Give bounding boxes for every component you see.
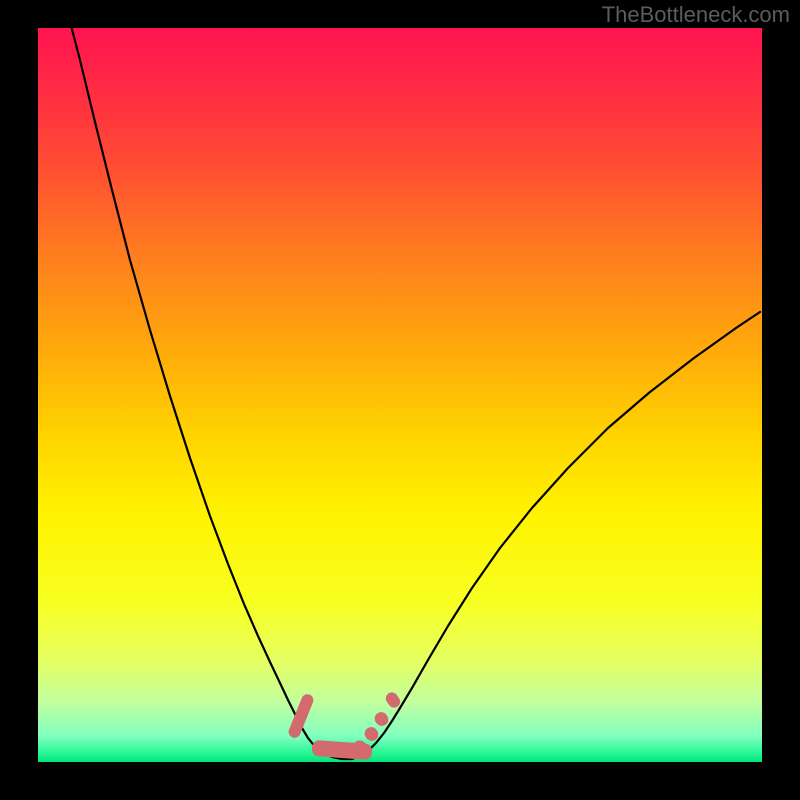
watermark-text: TheBottleneck.com [602,2,790,28]
chart-stage: TheBottleneck.com [0,0,800,800]
bottleneck-curve [68,14,760,759]
curve-layer [0,0,800,800]
